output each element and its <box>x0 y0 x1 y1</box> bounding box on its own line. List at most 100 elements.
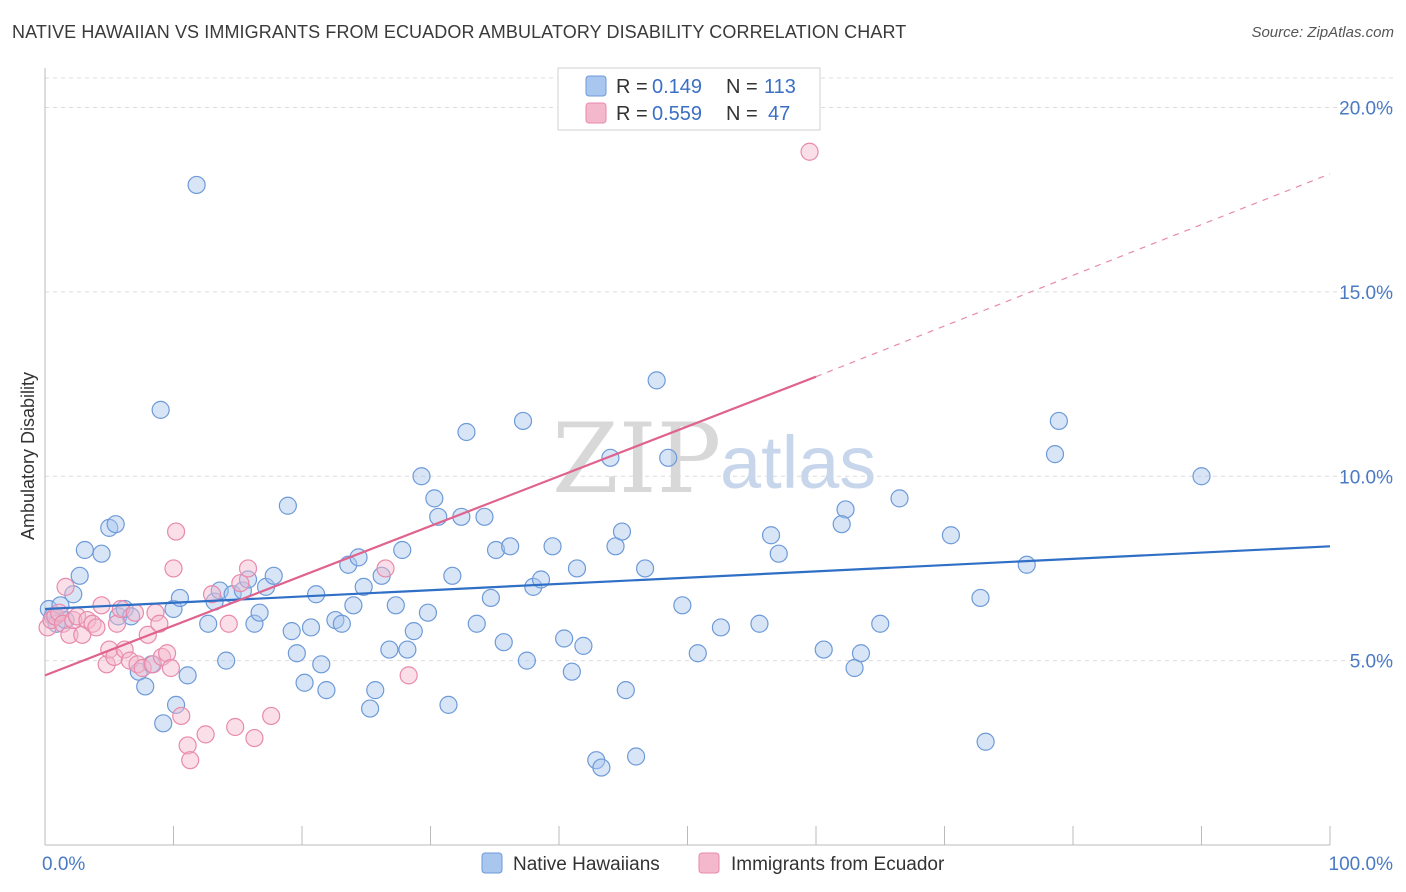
legend-r-label-blue: R = <box>616 76 648 98</box>
x-ticks <box>44 826 1331 845</box>
point-immigrants-ecuador <box>166 522 186 541</box>
point-immigrants-ecuador <box>245 728 264 748</box>
point-immigrants-ecuador <box>125 603 145 622</box>
point-native-hawaiians <box>475 507 494 526</box>
point-native-hawaiians <box>457 422 476 442</box>
point-native-hawaiians <box>567 559 587 578</box>
point-native-hawaiians <box>890 489 909 508</box>
point-native-hawaiians <box>851 644 871 663</box>
x-tick-label-max: 100.0% <box>1329 854 1394 875</box>
point-native-hawaiians <box>307 585 326 604</box>
point-native-hawaiians <box>612 522 632 541</box>
point-native-hawaiians <box>517 651 536 670</box>
point-native-hawaiians <box>871 614 890 633</box>
point-native-hawaiians <box>673 596 692 615</box>
point-native-hawaiians <box>971 588 990 608</box>
point-native-hawaiians <box>217 651 236 670</box>
point-native-hawaiians <box>501 537 520 556</box>
point-native-hawaiians <box>393 540 412 560</box>
point-immigrants-ecuador <box>53 614 73 633</box>
point-native-hawaiians <box>562 662 581 681</box>
point-native-hawaiians <box>616 681 635 700</box>
point-immigrants-ecuador <box>172 706 191 726</box>
point-immigrants-ecuador <box>226 717 245 737</box>
point-native-hawaiians <box>386 596 405 615</box>
x-tick-label-min: 0.0% <box>42 854 85 875</box>
point-native-hawaiians <box>136 677 155 696</box>
point-immigrants-ecuador <box>231 574 250 593</box>
legend-r-value-pink: 0.559 <box>652 103 702 125</box>
point-native-hawaiians <box>769 544 788 563</box>
point-native-hawaiians <box>659 448 678 467</box>
point-immigrants-ecuador <box>133 658 152 678</box>
point-immigrants-ecuador <box>238 559 258 578</box>
bottom-legend-label-blue: Native Hawaiians <box>513 854 660 875</box>
series-native-hawaiians <box>39 175 1211 777</box>
y-tick-label: 15.0% <box>1339 283 1393 304</box>
point-native-hawaiians <box>494 633 513 652</box>
watermark-zip: ZIP <box>552 403 721 515</box>
point-native-hawaiians <box>282 622 301 641</box>
legend-n-label-blue: N = <box>726 76 758 98</box>
legend-r-label-pink: R = <box>616 103 648 125</box>
point-native-hawaiians <box>199 614 218 633</box>
point-native-hawaiians <box>486 540 506 560</box>
chart-title: NATIVE HAWAIIAN VS IMMIGRANTS FROM ECUAD… <box>12 22 907 42</box>
point-native-hawaiians <box>1192 467 1211 486</box>
point-native-hawaiians <box>64 585 83 604</box>
point-native-hawaiians <box>166 695 186 714</box>
point-immigrants-ecuador <box>262 706 281 726</box>
point-native-hawaiians <box>354 577 373 596</box>
point-native-hawaiians <box>287 644 306 663</box>
point-native-hawaiians <box>312 655 331 674</box>
point-native-hawaiians <box>635 559 655 578</box>
point-native-hawaiians <box>688 644 707 663</box>
point-native-hawaiians <box>164 599 183 619</box>
point-immigrants-ecuador <box>376 559 395 578</box>
point-native-hawaiians <box>178 666 197 685</box>
point-native-hawaiians <box>398 640 417 659</box>
point-immigrants-ecuador <box>178 736 197 755</box>
point-native-hawaiians <box>278 496 297 515</box>
point-native-hawaiians <box>443 566 462 585</box>
point-native-hawaiians <box>941 526 961 545</box>
point-immigrants-ecuador <box>399 666 418 685</box>
point-native-hawaiians <box>106 515 125 534</box>
point-immigrants-ecuador <box>202 585 222 604</box>
point-native-hawaiians <box>626 747 646 766</box>
point-native-hawaiians <box>418 603 438 622</box>
point-native-hawaiians <box>187 175 206 195</box>
point-native-hawaiians <box>264 566 283 585</box>
y-tick-labels: 5.0% 10.0% 15.0% 20.0% <box>1339 99 1393 673</box>
point-native-hawaiians <box>761 526 781 545</box>
legend-swatch-blue <box>585 75 607 97</box>
y-tick-label: 5.0% <box>1350 652 1393 673</box>
point-native-hawaiians <box>317 681 336 700</box>
point-immigrants-ecuador <box>60 625 79 644</box>
trend-lines <box>44 173 1331 677</box>
point-native-hawaiians <box>467 614 486 633</box>
point-immigrants-ecuador <box>87 618 106 637</box>
point-immigrants-ecuador <box>107 614 127 633</box>
point-native-hawaiians <box>836 500 855 519</box>
trend-line-immigrants-ecuador <box>44 375 817 677</box>
point-native-hawaiians <box>711 618 731 637</box>
point-native-hawaiians <box>425 489 444 508</box>
point-immigrants-ecuador <box>150 614 169 633</box>
watermark-atlas: atlas <box>720 421 876 504</box>
point-native-hawaiians <box>976 732 995 751</box>
point-immigrants-ecuador <box>181 751 200 770</box>
point-native-hawaiians <box>481 588 500 608</box>
watermark: ZIP atlas <box>552 403 876 515</box>
legend-n-label-pink: N = <box>726 103 758 125</box>
y-tick-label: 10.0% <box>1339 467 1393 488</box>
point-native-hawaiians <box>380 640 399 659</box>
point-native-hawaiians <box>332 614 351 633</box>
point-immigrants-ecuador <box>164 559 183 578</box>
legend-n-value-pink: 47 <box>768 103 790 125</box>
point-native-hawaiians <box>1045 445 1065 464</box>
point-immigrants-ecuador <box>56 577 75 596</box>
bottom-legend-swatch-blue <box>481 852 503 874</box>
point-immigrants-ecuador <box>157 644 177 663</box>
source-credit: Source: ZipAtlas.com <box>1251 24 1394 41</box>
